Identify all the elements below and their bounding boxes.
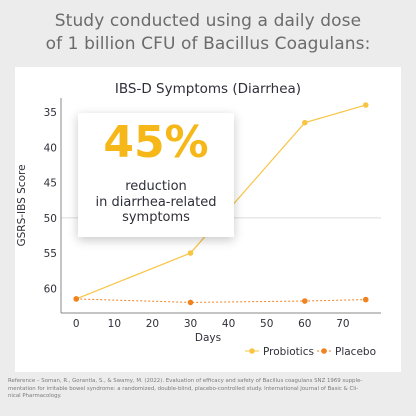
x-tick-label: 10	[108, 318, 121, 330]
legend-label-probiotics: Probiotics	[263, 346, 314, 358]
data-point-probiotics	[187, 250, 194, 256]
reference-line-2: mentation for irritable bowel syndrome: …	[8, 385, 359, 392]
data-point-placebo	[362, 296, 369, 303]
data-point-placebo	[187, 299, 194, 306]
callout-card: 45% reduction in diarrhea-related sympto…	[78, 113, 234, 237]
x-tick-label: 70	[336, 318, 349, 330]
callout-text-line-1: reduction	[125, 179, 187, 194]
chart-title: IBS-D Symptoms (Diarrhea)	[115, 81, 301, 97]
x-axis-label: Days	[195, 332, 221, 344]
legend-marker-probiotics	[249, 348, 255, 354]
callout-text-line-3: symptoms	[122, 210, 190, 225]
series-line-placebo	[76, 298, 366, 303]
x-tick-label: 0	[73, 318, 80, 330]
x-tick-label: 50	[260, 318, 273, 330]
reference-line-1: Reference – Soman, R., Gorantla, S., & S…	[8, 378, 363, 384]
y-tick-label: 35	[44, 107, 57, 119]
y-tick-label: 55	[44, 248, 57, 260]
y-tick-label: 40	[44, 142, 57, 154]
data-point-probiotics	[302, 119, 308, 126]
x-tick-label: 60	[298, 318, 311, 330]
x-tick-label: 40	[222, 318, 235, 330]
x-tick-label: 20	[146, 318, 159, 330]
legend-label-placebo: Placebo	[335, 346, 376, 358]
y-tick-label: 45	[44, 178, 57, 190]
callout-text: reduction in diarrhea-related symptoms	[78, 179, 234, 226]
reference-line-3: nical Pharmacology.	[8, 393, 62, 400]
data-point-probiotics	[362, 102, 369, 108]
callout-text-line-2: in diarrhea-related	[95, 194, 217, 210]
x-tick-label: 30	[184, 318, 197, 330]
headline-line-2: of 1 billion CFU of Bacillus Coagulans:	[45, 34, 371, 54]
data-point-placebo	[73, 296, 80, 302]
y-axis-label: GSRS-IBS Score	[16, 164, 28, 246]
y-tick-label: 50	[44, 213, 57, 225]
reference-note: Reference – Soman, R., Gorantla, S., & S…	[8, 378, 408, 401]
series-line-probiotics	[76, 104, 366, 300]
headline-line-1: Study conducted using a daily dose	[54, 11, 362, 31]
data-point-placebo	[302, 298, 308, 304]
y-tick-label: 60	[44, 283, 57, 295]
headline: Study conducted using a daily dose of 1 …	[0, 10, 416, 56]
legend-marker-placebo	[321, 348, 327, 354]
callout-value: 45%	[103, 117, 209, 168]
